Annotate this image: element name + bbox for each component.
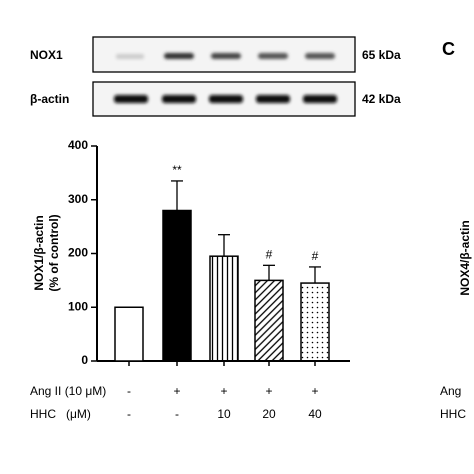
condition-value: +	[173, 384, 180, 398]
bar	[162, 209, 192, 362]
condition-value: +	[311, 384, 318, 398]
condition-value: -	[175, 407, 179, 421]
blot-label: NOX1	[30, 48, 63, 62]
y-tick-label: 400	[68, 138, 88, 152]
row-label: HHC	[440, 407, 466, 421]
y-tick-label: 0	[81, 353, 88, 367]
significance: **	[172, 163, 182, 177]
significance: #	[266, 247, 273, 261]
bar	[300, 282, 330, 362]
row-label: Ang	[440, 384, 461, 398]
panel-label: C	[442, 39, 455, 59]
blot-bands	[114, 53, 337, 103]
condition-value: 40	[308, 407, 322, 421]
y-tick-label: 300	[68, 192, 88, 206]
bar	[114, 306, 144, 362]
significance: #	[312, 249, 319, 263]
row-label: HHC (μM)	[30, 407, 91, 421]
bar	[209, 255, 239, 362]
y-axis-label: (% of control)	[47, 214, 61, 291]
condition-value: -	[127, 384, 131, 398]
condition-value: -	[127, 407, 131, 421]
blot-label: β-actin	[30, 92, 69, 106]
y-tick-label: 100	[68, 299, 88, 313]
condition-value: 10	[217, 407, 231, 421]
blot-size: 42 kDa	[362, 92, 401, 106]
condition-value: +	[265, 384, 272, 398]
blot-size: 65 kDa	[362, 48, 401, 62]
y-axis-label: NOX4/β-actin	[458, 220, 472, 295]
condition-value: 20	[262, 407, 276, 421]
bar	[254, 279, 284, 362]
y-axis-label: NOX1/β-actin	[32, 215, 46, 290]
row-label: Ang II (10 μM)	[30, 384, 106, 398]
y-tick-label: 200	[68, 246, 88, 260]
condition-value: +	[220, 384, 227, 398]
